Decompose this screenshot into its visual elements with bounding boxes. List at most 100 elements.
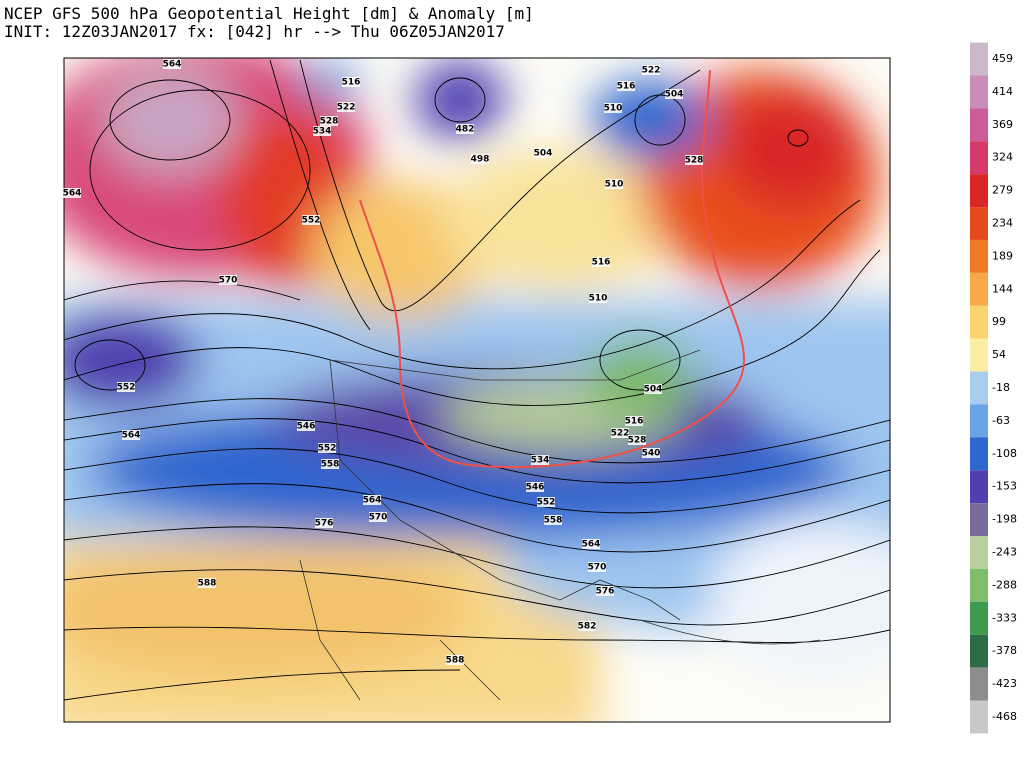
contour-label: 558 (544, 516, 563, 526)
contour-label: 570 (588, 563, 607, 573)
colorbar-label: -198 (992, 513, 1017, 526)
contour-label-bg (534, 148, 552, 158)
contour-label-bg (644, 384, 662, 394)
colorbar-swatch (970, 470, 988, 504)
colorbar-label: -288 (992, 578, 1017, 591)
contour-label-bg (642, 448, 660, 458)
contour-label: 564 (63, 189, 82, 199)
contour-label-bg (369, 512, 387, 522)
colorbar-label: 414 (992, 85, 1013, 98)
colorbar-label: 144 (992, 282, 1013, 295)
contour-label: 516 (342, 78, 361, 88)
colorbar-label: 279 (992, 184, 1013, 197)
contour-label-bg (526, 482, 544, 492)
subtitle: INIT: 12Z03JAN2017 fx: [042] hr --> Thu … (4, 22, 505, 41)
colorbar-swatch (970, 371, 988, 405)
contour-label-bg (63, 188, 81, 198)
colorbar-swatch (970, 174, 988, 208)
contour-label: 564 (122, 431, 141, 441)
colorbar-label: -423 (992, 677, 1017, 690)
contour-label: 516 (592, 258, 611, 268)
contour-label-bg (531, 455, 549, 465)
title: NCEP GFS 500 hPa Geopotential Height [dm… (4, 4, 534, 23)
colorbar-label: 459 (992, 52, 1013, 65)
contour-label-bg (318, 443, 336, 453)
colorbar-label: 324 (992, 151, 1013, 164)
contour-label-bg (321, 459, 339, 469)
contour-label-bg (642, 65, 660, 75)
contour-label: 576 (315, 519, 334, 529)
contour-label: 510 (589, 294, 608, 304)
colorbar-swatch (970, 437, 988, 471)
contour-label-bg (320, 116, 338, 126)
contour-label: 522 (337, 103, 356, 113)
contour-label: 552 (302, 216, 321, 226)
colorbar-label: -468 (992, 710, 1017, 723)
contour-label: 510 (605, 180, 624, 190)
colorbar-label: -153 (992, 480, 1017, 493)
contour-label: 498 (471, 155, 490, 165)
contour-label: 552 (318, 444, 337, 454)
colorbar-label: -63 (992, 414, 1010, 427)
contour-label: 504 (644, 385, 663, 395)
colorbar-swatch (970, 503, 988, 537)
contour-label-bg (537, 497, 555, 507)
contour-label-bg (342, 77, 360, 87)
contour-label-bg (471, 154, 489, 164)
contour-label-bg (297, 421, 315, 431)
contour-label-bg (625, 416, 643, 426)
contour-label-bg (117, 382, 135, 392)
colorbar-swatch (970, 568, 988, 602)
map-frame (63, 57, 891, 723)
contour-label-bg (605, 179, 623, 189)
contour-label: 528 (320, 117, 339, 127)
contour-label: 546 (526, 483, 545, 493)
contour-label-bg (665, 89, 683, 99)
colorbar-swatch (970, 75, 988, 109)
contour-label: 552 (117, 383, 136, 393)
contour-label: 528 (685, 156, 704, 166)
colorbar-swatch (970, 42, 988, 76)
colorbar-swatch (970, 207, 988, 240)
contour-label-bg (685, 155, 703, 165)
colorbar-swatch (970, 108, 988, 142)
contour-label-bg (617, 81, 635, 91)
contour-label: 576 (596, 587, 615, 597)
contour-label: 582 (578, 622, 597, 632)
colorbar-swatch (970, 305, 988, 339)
contour-label-bg (611, 428, 629, 438)
contour-label-bg (628, 435, 646, 445)
colorbar-label: -108 (992, 447, 1017, 460)
contour-label: 564 (163, 60, 182, 70)
colorbar-label: 234 (992, 217, 1013, 230)
contour-label-bg (315, 518, 333, 528)
contour-label: 522 (642, 66, 661, 76)
colorbar-label: 54 (992, 348, 1006, 361)
contour-label: 510 (604, 104, 623, 114)
contour-label: 534 (313, 127, 332, 137)
contour-label: 546 (297, 422, 316, 432)
contour-label: 558 (321, 460, 340, 470)
colorbar-swatch (970, 272, 988, 306)
contour-label: 504 (665, 90, 684, 100)
contour-label: 564 (363, 496, 382, 506)
colorbar-swatch (970, 338, 988, 372)
contour-label: 552 (537, 498, 556, 508)
colorbar-label: 99 (992, 315, 1006, 328)
contour-label: 588 (198, 579, 217, 589)
colorbar-label: -243 (992, 546, 1017, 559)
contour-label-bg (456, 124, 474, 134)
contour-label-bg (363, 495, 381, 505)
contour-label: 522 (611, 429, 630, 439)
colorbar-swatch (970, 239, 988, 273)
contour-label-bg (582, 539, 600, 549)
colorbar-swatch (970, 601, 988, 635)
contour-label: 540 (642, 449, 661, 459)
colorbar-swatch (970, 141, 988, 175)
contour-label-bg (592, 257, 610, 267)
contour-label: 564 (582, 540, 601, 550)
contour-label: 570 (219, 276, 238, 286)
colorbar-swatch (970, 667, 988, 701)
colorbar-label: -333 (992, 611, 1017, 624)
colorbar-swatch (970, 634, 988, 668)
